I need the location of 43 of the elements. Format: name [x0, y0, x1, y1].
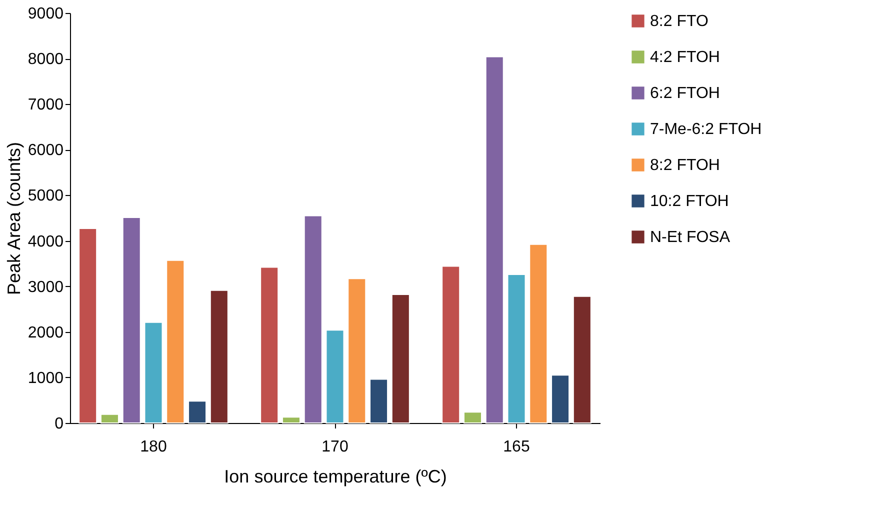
bar [210, 290, 228, 424]
y-tick-label: 9000 [28, 6, 64, 22]
legend-label: 7-Me-6:2 FTOH [650, 121, 762, 138]
y-tick-label: 6000 [28, 142, 64, 160]
y-tick-label: 2000 [28, 324, 64, 342]
bar [304, 215, 322, 424]
bar [572, 296, 592, 424]
bar [485, 56, 504, 424]
x-tick-label: 170 [322, 438, 348, 456]
y-tick-label: 3000 [28, 278, 64, 296]
bar [144, 322, 163, 424]
legend-label: 8:2 FTO [650, 13, 708, 30]
x-axis-title: Ion source temperature (ºC) [224, 466, 447, 486]
y-axis-title: Peak Area (counts) [4, 142, 24, 296]
y-tick-label: 8000 [28, 51, 64, 68]
y-tick-label: 4000 [28, 233, 64, 250]
legend-label: N-Et FOSA [650, 229, 730, 246]
bar [442, 266, 460, 424]
bar [463, 412, 482, 424]
x-tick-label: 165 [503, 438, 530, 456]
legend-label: 4:2 FTOH [650, 49, 720, 66]
bar [122, 217, 141, 424]
y-tick-label: 7000 [28, 96, 64, 114]
bar [551, 374, 570, 424]
bar [391, 294, 410, 424]
bar [507, 274, 526, 424]
bar [260, 266, 279, 424]
bar [282, 416, 300, 424]
bar [529, 244, 548, 424]
legend-label: 10:2 FTOH [650, 193, 729, 210]
bar [370, 378, 388, 424]
legend-label: 6:2 FTOH [650, 85, 720, 102]
y-tick-label: 1000 [28, 370, 64, 387]
y-tick-label: 5000 [28, 188, 64, 205]
bar [166, 260, 185, 424]
bar [188, 400, 207, 424]
bar [348, 278, 366, 424]
y-tick-label: 0 [54, 416, 64, 432]
bar [78, 228, 98, 424]
x-tick-label: 180 [140, 438, 167, 456]
bar [100, 414, 119, 424]
bar [326, 330, 344, 424]
legend-label: 8:2 FTOH [650, 157, 720, 174]
